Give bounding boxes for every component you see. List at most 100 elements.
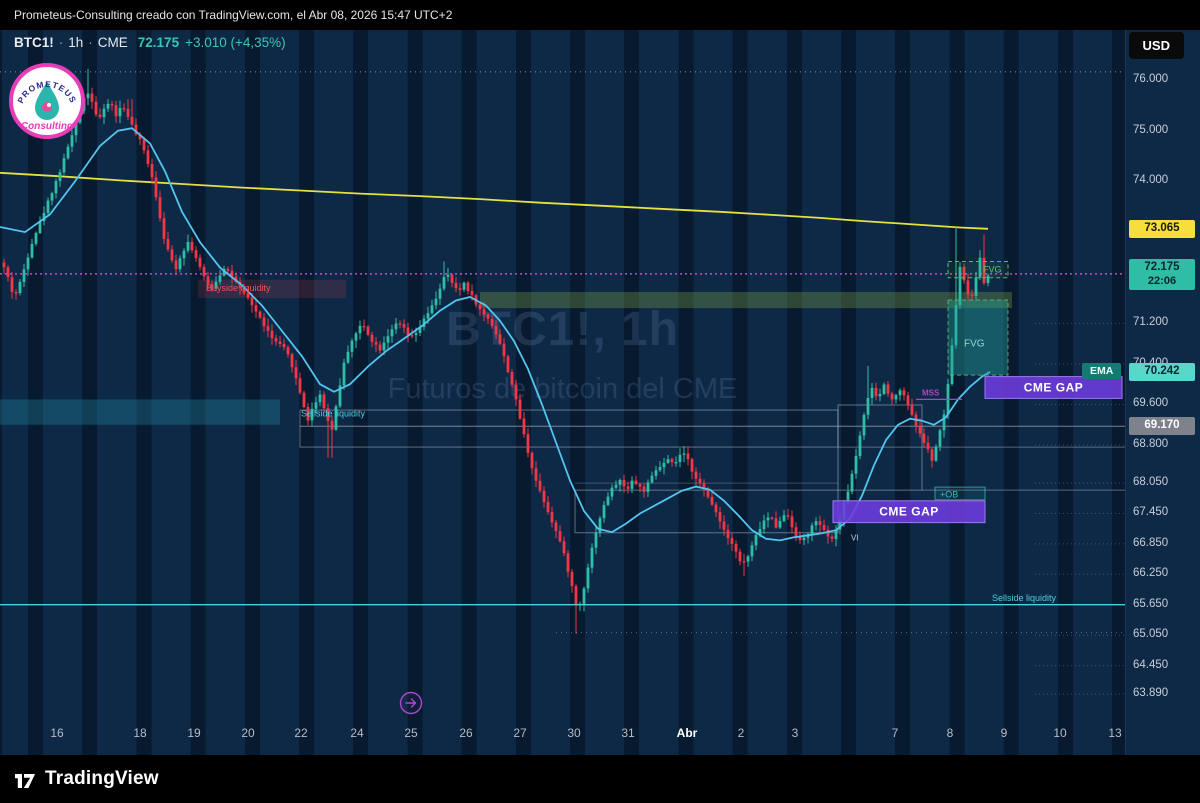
- tradingview-link[interactable]: TradingView: [12, 766, 159, 792]
- cme-gap-box: [984, 376, 1123, 399]
- candle: [882, 384, 886, 394]
- candle: [118, 108, 122, 117]
- candle: [962, 266, 966, 281]
- candle: [694, 471, 698, 479]
- candle: [86, 93, 90, 99]
- candle: [274, 338, 278, 342]
- candle: [34, 232, 38, 244]
- candle: [550, 512, 554, 523]
- annotation-label: MSS: [922, 388, 940, 397]
- candle: [818, 521, 822, 525]
- price-axis[interactable]: 76.00075.00074.00071.20070.40069.60068.8…: [1125, 30, 1200, 755]
- candle: [734, 543, 738, 552]
- candle: [602, 504, 606, 519]
- candle: [862, 414, 866, 436]
- price-level-lines: [0, 71, 1125, 695]
- candle: [306, 407, 310, 421]
- candle: [610, 487, 614, 497]
- candle: [910, 405, 914, 415]
- candle: [758, 529, 762, 536]
- candle: [510, 372, 514, 385]
- price-axis-label: 71.200: [1133, 316, 1169, 329]
- candle: [26, 257, 30, 270]
- candle: [326, 408, 330, 421]
- candle: [582, 588, 586, 604]
- candle: [974, 277, 978, 296]
- symbol-header: BTC1! · 1h · CME 72.175 +3.010 (+4,35%): [14, 35, 286, 50]
- candle: [62, 158, 66, 173]
- time-axis-label: 30: [567, 726, 581, 740]
- cme-gap-label: CME GAP: [879, 505, 939, 519]
- candle: [162, 218, 166, 239]
- annotation-label: VI: [851, 533, 859, 542]
- candle: [214, 281, 218, 289]
- candle: [402, 324, 406, 328]
- candle: [642, 486, 646, 492]
- candle: [538, 480, 542, 491]
- candle: [106, 103, 110, 109]
- candle: [954, 305, 958, 346]
- candle: [290, 354, 294, 368]
- header-price-change: +3.010 (+4,35%): [185, 35, 286, 50]
- candle: [858, 435, 862, 456]
- candle: [678, 454, 682, 462]
- candle: [242, 288, 246, 294]
- currency-button[interactable]: USD: [1128, 32, 1184, 59]
- price-axis-label: 66.850: [1133, 536, 1169, 549]
- attribution-bar: Prometeus-Consulting creado con TradingV…: [0, 0, 1200, 30]
- price-axis-label: 76.000: [1133, 73, 1169, 85]
- price-level-badge: 69.170: [1129, 417, 1195, 436]
- candle: [730, 538, 734, 544]
- candle: [558, 531, 562, 542]
- candlestick-chart[interactable]: CME GAP CME GAP Buyside liquidity Sellside …: [0, 30, 1200, 755]
- interval-label[interactable]: 1h: [68, 35, 84, 50]
- candle: [490, 318, 494, 326]
- annotation-label: FVG: [983, 265, 1002, 275]
- time-axis-label: 7: [891, 726, 899, 740]
- candle: [330, 420, 334, 430]
- candle: [934, 446, 938, 461]
- candle: [902, 390, 906, 396]
- candle: [822, 525, 826, 530]
- candle: [766, 517, 770, 521]
- candle: [450, 274, 454, 283]
- candle: [134, 124, 138, 135]
- replay-arrow-icon[interactable]: [397, 689, 425, 717]
- candle: [226, 268, 230, 271]
- buyside-liquidity-zone: [198, 279, 346, 299]
- candle: [790, 516, 794, 528]
- candle: [618, 479, 622, 485]
- candle: [46, 200, 50, 213]
- candle: [70, 135, 74, 147]
- candle: [390, 329, 394, 337]
- candle: [30, 243, 34, 258]
- candle: [66, 146, 70, 159]
- chart-area[interactable]: BTC1!, 1h Futuros de bitcoin del CME CME…: [0, 30, 1200, 755]
- candle: [478, 304, 482, 310]
- candle: [762, 520, 766, 530]
- candle: [166, 238, 170, 250]
- time-axis[interactable]: 16 18 19 20 22 24 25 26 27 30 31 Abr 2 3 7 8 9 10 13: [0, 724, 1125, 750]
- candle: [870, 387, 874, 398]
- candle: [826, 529, 830, 537]
- candle: [170, 249, 174, 261]
- time-axis-label: 26: [459, 726, 473, 740]
- candle: [10, 277, 14, 292]
- candle: [462, 282, 466, 290]
- candle: [358, 325, 362, 334]
- candle: [206, 276, 210, 285]
- liquidity-zones: [0, 279, 1012, 425]
- symbol-name[interactable]: BTC1!: [14, 35, 54, 50]
- candle: [702, 483, 706, 490]
- candle: [486, 314, 490, 319]
- candle: [698, 478, 702, 484]
- candle: [182, 250, 186, 259]
- candle: [802, 537, 806, 541]
- candle: [850, 473, 854, 492]
- candle: [854, 455, 858, 474]
- ema-price-badge: 70.242: [1129, 362, 1195, 381]
- candle: [930, 449, 934, 461]
- time-axis-label: 13: [1108, 726, 1122, 740]
- candle: [342, 362, 346, 386]
- candle: [798, 536, 802, 541]
